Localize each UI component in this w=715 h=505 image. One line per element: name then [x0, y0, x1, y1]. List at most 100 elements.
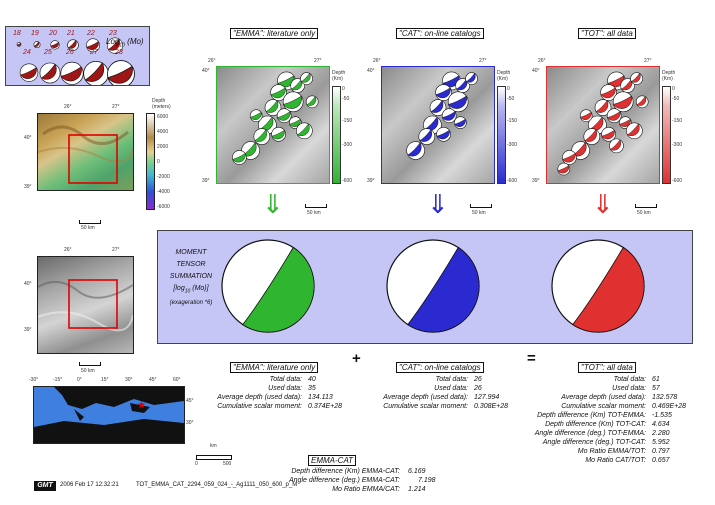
footer-filename: TOT_EMMA_CAT_2294_059_024_-_Ag1111_050_6… — [136, 482, 298, 488]
stats-label: Angle difference (deg.) TOT-CAT: — [542, 439, 646, 446]
shade-study-area-box — [68, 279, 118, 329]
compressional-quadrant — [242, 246, 315, 333]
earthquake-mechanism — [601, 126, 616, 142]
panel-axis-lon_right: 27° — [479, 58, 487, 64]
earthquake-mechanism — [620, 78, 635, 93]
stats-label: Mo Ratio EMMA/TOT: — [577, 448, 646, 455]
panel-scale-bar-2 — [470, 204, 492, 208]
locator-map: ★ — [33, 386, 185, 444]
panel-axis-lon_right: 27° — [314, 58, 322, 64]
stats-value: 0.308E+28 — [474, 403, 509, 410]
earthquake-mechanism — [609, 138, 624, 154]
panel-scale-label-2: 50 km — [472, 210, 486, 216]
panel-axis-lon_right: 27° — [644, 58, 652, 64]
stats-value: 57 — [652, 385, 660, 392]
stats-value: 0.469E+28 — [652, 403, 687, 410]
topo-scale-bar — [79, 220, 101, 224]
earthquake-mechanism — [418, 128, 436, 145]
topo-depth-unit: (meters) — [152, 104, 171, 110]
stats-label: Used data: — [268, 385, 302, 392]
gmt-badge: GMT — [34, 481, 56, 491]
summation-line-4: [log10 (Mo)] — [173, 285, 209, 295]
stats-value: 61 — [652, 376, 660, 383]
magnitude-value-20: 20 — [48, 30, 57, 37]
panel-map-1 — [216, 66, 330, 184]
panel-depth-colorbar-2 — [497, 86, 506, 184]
magnitude-symbol-24 — [19, 63, 39, 82]
panel-depth-tick: -50 — [507, 96, 515, 102]
stats-label: Total data: — [613, 376, 646, 383]
panel-depth-tick: -600 — [507, 178, 518, 184]
emma-cat-title: EMMA-CAT — [308, 455, 357, 466]
panel-axis-lon_left: 26° — [373, 58, 381, 64]
panel-title-1: "EMMA": literature only — [230, 28, 319, 39]
locator-lon-tick: -15° — [53, 377, 63, 383]
stats-value: 40 — [308, 376, 316, 383]
stats-title-3: "TOT": all data — [578, 362, 636, 373]
down-arrow-icon: ⇓ — [592, 190, 614, 220]
stats-value: 35 — [308, 385, 316, 392]
magnitude-symbol-25 — [39, 62, 61, 84]
stats-value: 127.994 — [474, 394, 500, 401]
panel-axis-lon_left: 26° — [538, 58, 546, 64]
down-arrow-icon: ⇓ — [262, 190, 284, 220]
earthquake-mechanism — [606, 108, 622, 124]
topo-study-area-box — [68, 134, 118, 184]
magnitude-symbol-26 — [60, 61, 84, 85]
earthquake-mechanism — [232, 150, 247, 165]
locator-scale-0: 0 — [195, 461, 198, 467]
panel-axis-lat_bottom: 39° — [367, 178, 375, 184]
emma-cat-label: Angle difference (deg.) EMMA-CAT: — [288, 477, 400, 484]
topo-depth-tick: -6000 — [157, 204, 170, 210]
earthquake-mechanism — [441, 108, 457, 124]
panel-depth-tick: -150 — [672, 118, 683, 124]
earthquake-mechanism — [600, 84, 617, 101]
earthquake-mechanism — [436, 126, 451, 142]
stats-label: Cumulative scalar moment: — [217, 403, 302, 410]
panel-depth-tick: -300 — [342, 142, 353, 148]
magnitude-symbol-21 — [67, 39, 79, 51]
stats-title-2: "CAT": on-line catalogs — [396, 362, 484, 373]
topo-depth-colorbar — [146, 113, 155, 210]
topo-scale-label: 50 km — [81, 225, 95, 231]
panel-depth-colorbar-3 — [662, 86, 671, 184]
panel-depth-tick: -300 — [507, 142, 518, 148]
shaded-relief-map — [37, 256, 134, 354]
panel-axis-lat_top: 40° — [202, 68, 210, 74]
stats-value: 132.578 — [652, 394, 678, 401]
earthquake-mechanism — [465, 72, 478, 85]
magnitude-value-18: 18 — [13, 30, 21, 37]
magnitude-value-25: 25 — [43, 49, 52, 56]
magnitude-symbol-19 — [33, 41, 41, 49]
locator-lat-1: 45° — [186, 398, 194, 404]
magnitude-value-19: 19 — [31, 30, 39, 37]
shade-lon-right: 27° — [112, 247, 120, 253]
stats-value: 134.113 — [308, 394, 333, 401]
panel-scale-label-1: 50 km — [307, 210, 321, 216]
earthquake-mechanism — [271, 126, 286, 142]
earthquake-mechanism — [270, 84, 287, 101]
earthquake-mechanism — [447, 91, 469, 113]
earthquake-mechanism — [626, 122, 643, 140]
panel-title-3: "TOT": all data — [578, 28, 636, 39]
magnitude-symbol-22 — [86, 38, 100, 53]
stats-label: Depth difference (Km) TOT-CAT: — [545, 421, 646, 428]
magnitude-value-26: 26 — [65, 49, 74, 56]
stats-label: Cumulative scalar moment: — [383, 403, 468, 410]
emma-cat-label: Mo Ratio EMMA/CAT: — [332, 486, 400, 493]
stats-label: Average depth (used data): — [561, 394, 646, 401]
topo-lon-right: 27° — [112, 104, 120, 110]
topo-depth-tick: 4000 — [157, 129, 169, 135]
stats-label: Total data: — [435, 376, 468, 383]
earthquake-mechanism — [557, 162, 571, 176]
stats-value: 0.374E+28 — [308, 403, 343, 410]
panel-axis-lat_top: 40° — [532, 68, 540, 74]
magnitude-value-22: 22 — [86, 30, 95, 37]
panel-depth-tick: -50 — [342, 96, 350, 102]
plus-operator: + — [352, 350, 361, 367]
magnitude-value-24: 24 — [22, 49, 31, 56]
earthquake-mechanism — [594, 99, 612, 116]
shade-lat-top: 40° — [24, 281, 32, 287]
magnitude-symbol-28 — [107, 60, 135, 85]
locator-scale-label: km — [210, 443, 217, 449]
